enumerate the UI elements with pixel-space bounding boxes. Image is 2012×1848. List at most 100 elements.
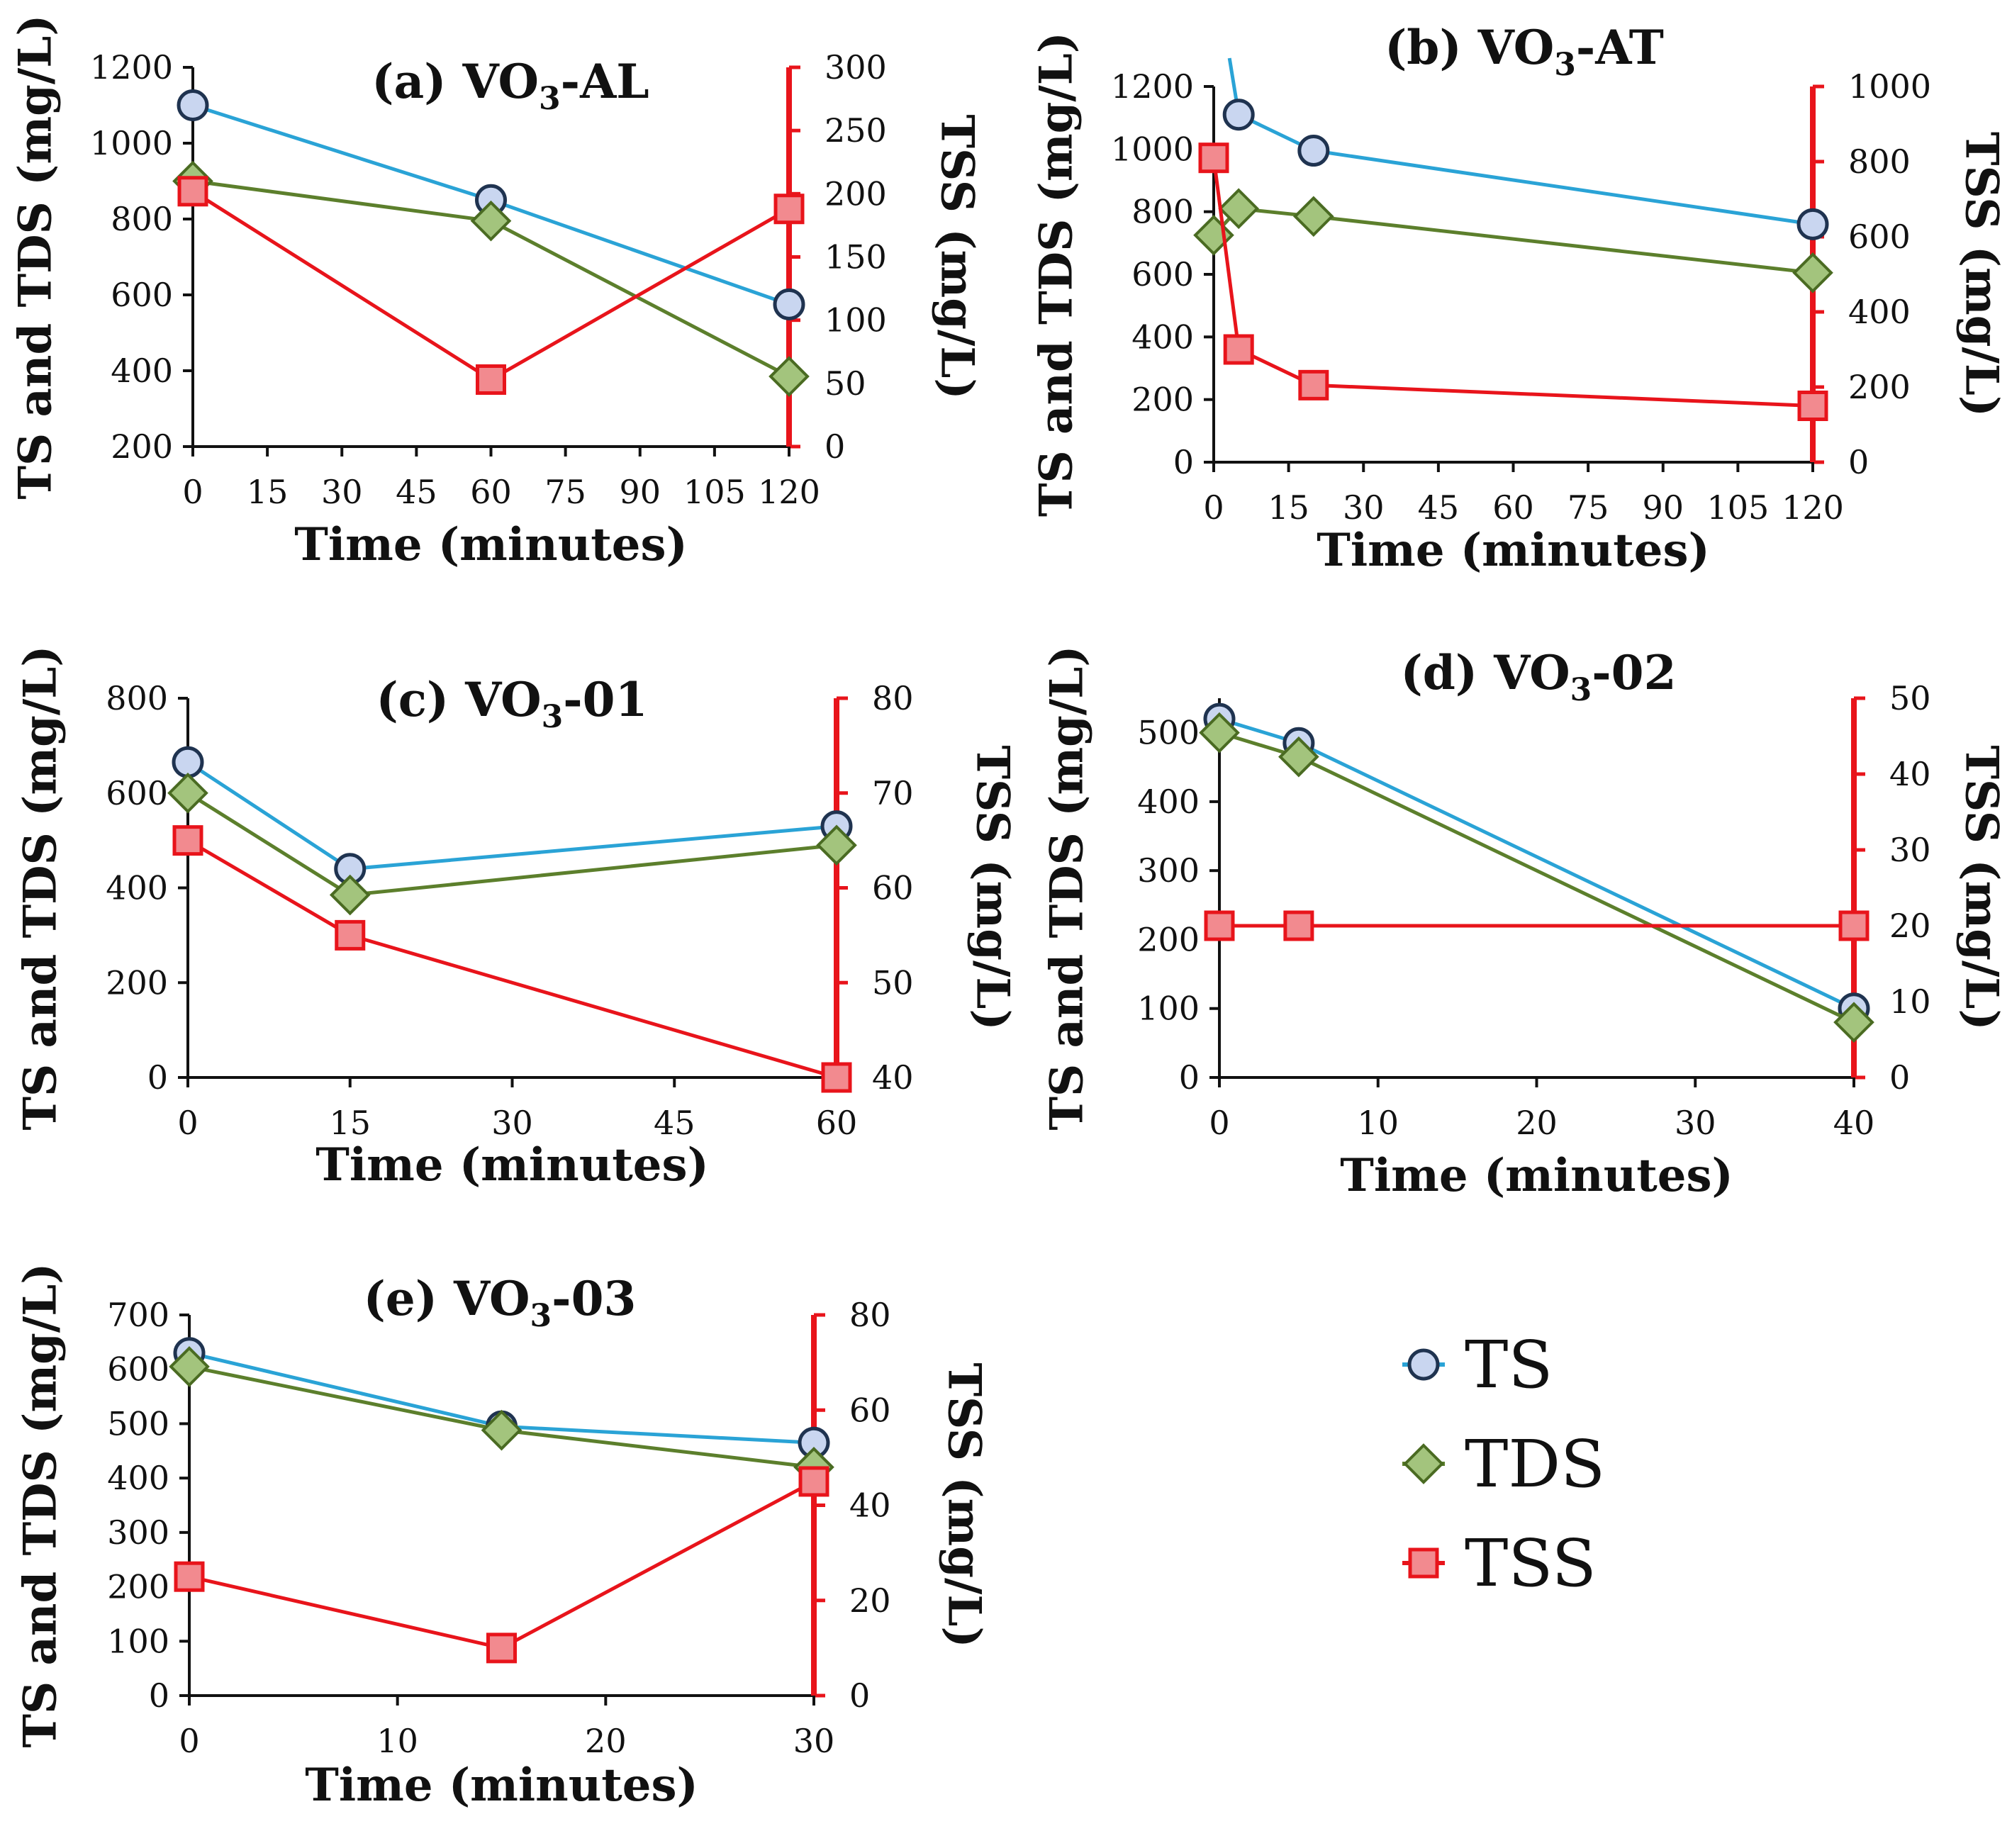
x-tick-label: 30 [491, 1104, 533, 1142]
left-y-axis-label: TS and TDS (mg/L) [9, 14, 62, 499]
x-tick-label: 45 [396, 473, 437, 511]
left-y-axis-label: TS and TDS (mg/L) [1041, 645, 1094, 1130]
chart-panel: 0 100 200 300 400 500 600 700 0 20 40 60 80 0 10 20 30 (e… [14, 1262, 991, 1812]
tds-data-point [1278, 736, 1319, 778]
left-y-tick-label: 1200 [90, 48, 173, 86]
left-y-tick-label: 1000 [90, 124, 173, 162]
legend-label: TS [1465, 1327, 1553, 1403]
right-y-tick-label: 250 [825, 111, 887, 150]
tds-data-point [769, 356, 810, 397]
left-y-axis-label: TS and TDS (mg/L) [1030, 32, 1083, 517]
right-y-tick-label: 600 [1848, 218, 1911, 256]
x-tick-label: 60 [816, 1104, 858, 1142]
right-y-tick-label: 50 [1889, 679, 1931, 717]
x-axis-label: Time (minutes) [315, 1138, 709, 1192]
right-y-tick-label: 0 [1889, 1058, 1910, 1097]
tds-data-point [169, 1346, 210, 1387]
left-y-tick-label: 400 [1131, 318, 1194, 356]
x-tick-label: 105 [1706, 488, 1769, 527]
tss-data-point [172, 825, 203, 856]
right-y-tick-label: 60 [872, 869, 914, 907]
ts-data-point [177, 89, 209, 121]
ts-data-point [773, 288, 805, 320]
tds-data-point [481, 1409, 522, 1451]
left-y-tick-label: 300 [107, 1513, 169, 1552]
left-y-tick-label: 200 [107, 1568, 169, 1606]
right-y-axis-label: TSS (mg/L) [931, 114, 984, 399]
tss-data-point [335, 919, 366, 951]
right-y-tick-label: 50 [825, 364, 866, 403]
x-tick-label: 30 [793, 1722, 835, 1760]
tds-series-line [186, 791, 837, 897]
ts-series-line [1219, 717, 1855, 1010]
ts-data-point [1297, 135, 1330, 167]
right-y-axis-label: TSS (mg/L) [938, 1362, 991, 1647]
ts-data-point [1796, 208, 1829, 240]
x-tick-label: 45 [654, 1104, 695, 1142]
left-y-tick-label: 0 [149, 1676, 169, 1715]
right-y-axis-label: TSS (mg/L) [1955, 745, 2008, 1030]
tss-data-point [1838, 910, 1870, 941]
legend-item-tss: TSS [1402, 1525, 1597, 1601]
x-tick-label: 30 [1675, 1104, 1716, 1142]
right-y-tick-label: 200 [1848, 368, 1911, 406]
right-y-tick-label: 80 [872, 679, 914, 717]
right-y-tick-label: 300 [825, 48, 887, 86]
left-y-tick-label: 600 [111, 276, 173, 314]
left-y-tick-label: 600 [1131, 255, 1194, 293]
left-y-tick-label: 200 [1137, 920, 1200, 958]
right-y-tick-label: 150 [825, 238, 887, 276]
left-y-tick-label: 700 [107, 1296, 169, 1334]
x-tick-label: 10 [1357, 1104, 1399, 1142]
tds-data-point [1218, 188, 1260, 230]
x-tick-label: 75 [544, 473, 586, 511]
left-y-tick-label: 1200 [1111, 67, 1194, 106]
ts-series-line [1227, 57, 1813, 226]
x-tick-label: 0 [1203, 488, 1224, 527]
x-tick-label: 120 [1782, 488, 1844, 527]
left-y-tick-label: 200 [111, 427, 173, 466]
x-tick-label: 15 [247, 473, 289, 511]
right-y-tick-label: 50 [872, 963, 914, 1002]
tds-data-point [329, 874, 371, 916]
left-y-tick-label: 400 [107, 1459, 169, 1497]
tds-data-point [167, 772, 208, 814]
tss-data-point [821, 1062, 852, 1093]
x-tick-label: 75 [1567, 488, 1609, 527]
diamond-marker-icon [1403, 1443, 1444, 1484]
right-y-tick-label: 800 [1848, 142, 1911, 181]
tss-data-point [1298, 369, 1329, 401]
left-y-tick-label: 600 [106, 774, 168, 812]
right-y-tick-label: 20 [1889, 907, 1931, 945]
right-y-tick-label: 80 [849, 1296, 891, 1334]
x-tick-label: 30 [1343, 488, 1385, 527]
right-y-tick-label: 40 [872, 1058, 914, 1097]
left-y-tick-label: 800 [106, 679, 168, 717]
x-tick-label: 90 [619, 473, 661, 511]
tss-data-point [773, 194, 805, 225]
x-tick-label: 10 [376, 1722, 418, 1760]
legend-item-tds: TDS [1402, 1426, 1605, 1502]
chart-title: (c) VO3-01 [376, 672, 647, 735]
right-y-axis-label: TSS (mg/L) [1955, 132, 2008, 417]
x-axis-label: Time (minutes) [294, 518, 688, 571]
left-y-axis-label: TS and TDS (mg/L) [14, 645, 67, 1130]
circle-marker-icon [1407, 1348, 1440, 1381]
left-y-tick-label: 500 [107, 1404, 169, 1443]
x-tick-label: 15 [1268, 488, 1309, 527]
chart-title: (e) VO3-03 [364, 1271, 637, 1334]
x-tick-label: 15 [329, 1104, 371, 1142]
left-y-tick-label: 800 [111, 200, 173, 238]
tss-data-point [1223, 334, 1254, 365]
tss-series-line [189, 1479, 815, 1650]
left-y-tick-label: 400 [1137, 783, 1200, 821]
tds-series-line [1219, 731, 1855, 1024]
tds-data-point [1293, 196, 1334, 237]
tds-data-point [470, 200, 512, 242]
right-y-tick-label: 200 [825, 174, 887, 213]
right-y-tick-label: 0 [1848, 443, 1869, 481]
